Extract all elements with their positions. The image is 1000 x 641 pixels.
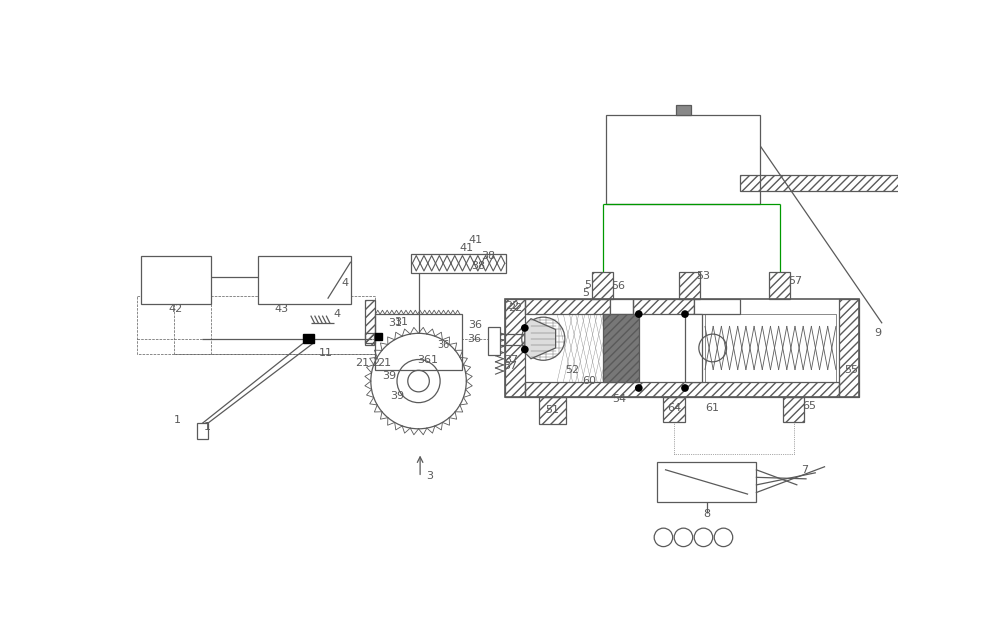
Text: 22: 22 [508, 303, 522, 313]
Bar [676, 104, 691, 115]
Bar [679, 272, 700, 299]
Text: 3: 3 [426, 470, 433, 481]
Bar [505, 299, 525, 397]
Text: 53: 53 [696, 271, 710, 281]
Text: 1: 1 [204, 422, 211, 432]
Polygon shape [525, 319, 556, 359]
Bar [657, 462, 756, 502]
Text: 5: 5 [582, 288, 589, 297]
Bar [783, 397, 804, 422]
Bar [603, 314, 639, 382]
Bar [525, 382, 839, 397]
Bar [375, 314, 462, 369]
Circle shape [681, 310, 689, 318]
Text: 37: 37 [503, 361, 517, 370]
Text: 38: 38 [471, 261, 485, 271]
Bar [488, 327, 500, 355]
Text: 37: 37 [504, 355, 518, 365]
Text: 4: 4 [341, 278, 348, 288]
Text: 38: 38 [481, 251, 495, 260]
Text: 22: 22 [505, 301, 520, 312]
Text: 60: 60 [582, 376, 596, 386]
Text: 36: 36 [437, 340, 449, 350]
Text: 36: 36 [469, 320, 483, 330]
Text: 64: 64 [667, 403, 681, 413]
Text: 36: 36 [467, 334, 481, 344]
Text: 52: 52 [565, 365, 580, 374]
Text: 4: 4 [333, 309, 341, 319]
Bar [610, 299, 633, 314]
Text: 65: 65 [802, 401, 816, 412]
Text: 55: 55 [844, 365, 858, 374]
Text: 39: 39 [382, 370, 396, 381]
Text: 54: 54 [612, 394, 626, 404]
Text: 39: 39 [390, 392, 404, 401]
Text: 61: 61 [706, 403, 720, 413]
Bar [685, 314, 702, 382]
Bar [633, 299, 694, 314]
Text: 2: 2 [372, 358, 379, 369]
Bar [375, 333, 382, 340]
Bar [663, 397, 685, 422]
Text: 9: 9 [875, 328, 882, 338]
Bar [137, 296, 375, 354]
Bar [303, 334, 314, 344]
Bar [365, 333, 374, 345]
Text: 41: 41 [459, 243, 473, 253]
Bar [539, 397, 566, 424]
Bar [141, 256, 211, 304]
Circle shape [521, 345, 529, 353]
Text: 42: 42 [168, 304, 182, 315]
Bar [694, 299, 740, 314]
Text: 11: 11 [319, 347, 333, 358]
Bar [839, 299, 859, 397]
Text: 1: 1 [174, 415, 181, 424]
Bar [603, 314, 639, 382]
Text: 21: 21 [355, 358, 369, 369]
Text: 5: 5 [584, 280, 591, 290]
Text: 361: 361 [417, 355, 438, 365]
Text: 7: 7 [802, 465, 809, 474]
Text: 51: 51 [546, 404, 560, 415]
Text: 57: 57 [788, 276, 802, 286]
Bar [505, 299, 859, 397]
Circle shape [521, 324, 529, 332]
Text: 8: 8 [703, 510, 710, 519]
Circle shape [681, 384, 689, 392]
Bar [525, 299, 610, 314]
Bar [258, 256, 351, 304]
Text: 56: 56 [611, 281, 625, 292]
Text: 31: 31 [388, 319, 402, 328]
Bar [365, 300, 375, 342]
Text: 21: 21 [378, 358, 392, 369]
Bar [606, 115, 760, 204]
Bar [197, 424, 208, 439]
Text: 43: 43 [274, 304, 289, 315]
Circle shape [635, 384, 643, 392]
Text: 31: 31 [395, 317, 409, 327]
Bar [740, 176, 962, 191]
Circle shape [635, 310, 643, 318]
Bar [705, 314, 836, 382]
Bar [592, 272, 613, 299]
Bar [769, 272, 790, 299]
Bar [411, 254, 506, 272]
Text: 41: 41 [468, 235, 483, 245]
